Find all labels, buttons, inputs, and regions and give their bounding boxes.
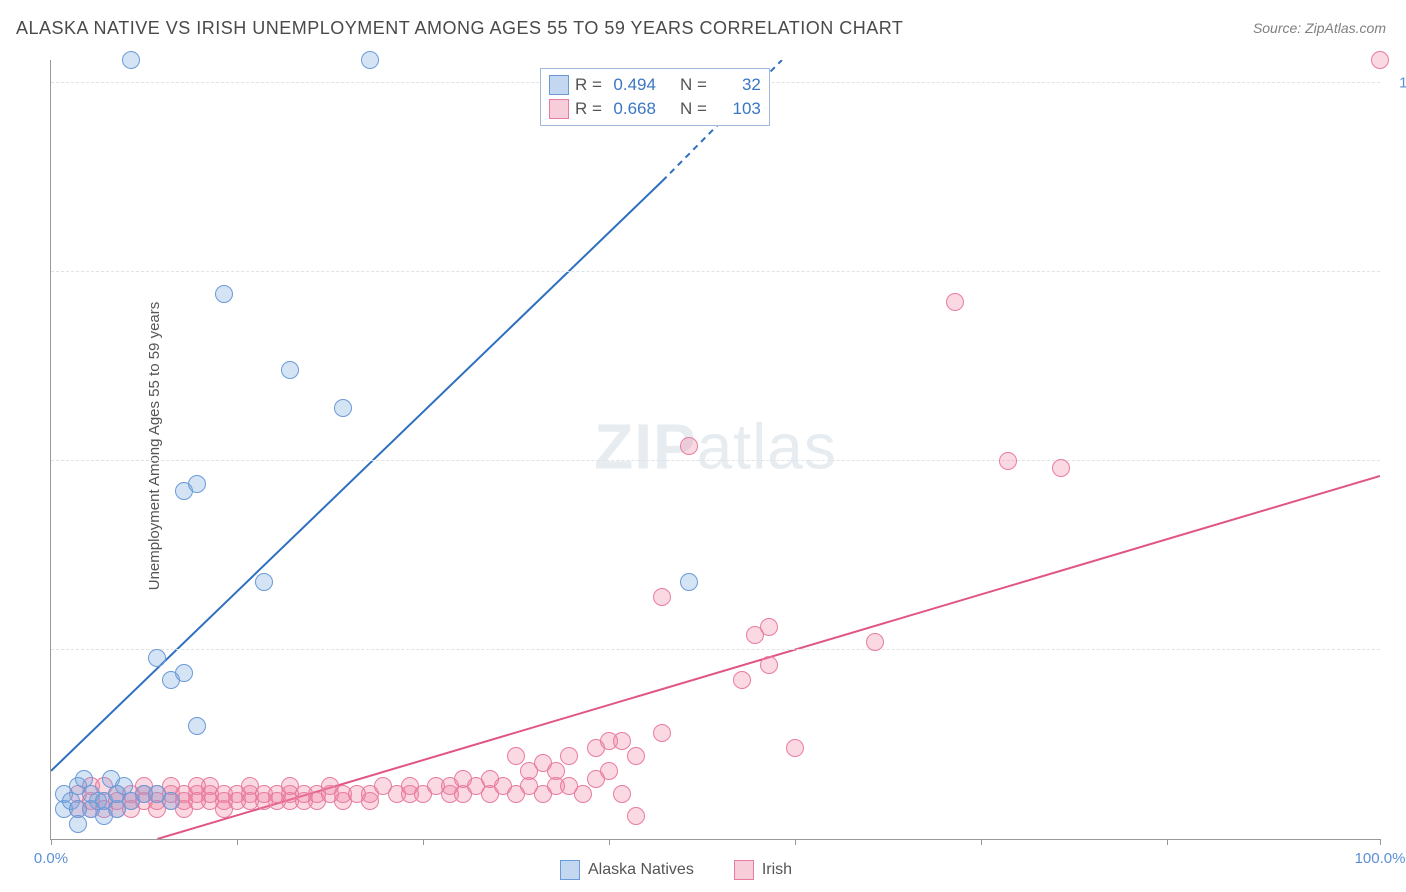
xtick [1380, 839, 1381, 845]
xtick [795, 839, 796, 845]
data-point-a [215, 285, 233, 303]
r-label: R = [575, 99, 602, 119]
xtick [981, 839, 982, 845]
n-value-a: 32 [713, 75, 761, 95]
data-point-a [175, 664, 193, 682]
data-point-b [1052, 459, 1070, 477]
data-point-b [653, 588, 671, 606]
data-point-a [148, 649, 166, 667]
legend-item-a: Alaska Natives [560, 860, 694, 880]
ytick-label: 50.0% [1390, 452, 1406, 469]
xtick [609, 839, 610, 845]
correlation-stat-box: R = 0.494 N = 32 R = 0.668 N = 103 [540, 68, 770, 126]
swatch-a [560, 860, 580, 880]
legend-label-a: Alaska Natives [588, 861, 694, 879]
data-point-b [760, 618, 778, 636]
r-value-a: 0.494 [608, 75, 656, 95]
data-point-b [627, 807, 645, 825]
data-point-b [866, 633, 884, 651]
gridline-h [51, 271, 1380, 272]
data-point-a [361, 51, 379, 69]
stat-row-series-b: R = 0.668 N = 103 [549, 97, 761, 121]
legend-item-b: Irish [734, 860, 792, 880]
data-point-b [999, 452, 1017, 470]
data-point-a [188, 475, 206, 493]
chart-title: ALASKA NATIVE VS IRISH UNEMPLOYMENT AMON… [16, 18, 903, 39]
data-point-a [162, 792, 180, 810]
chart-plot-area: ZIPatlas 25.0%50.0%75.0%100.0%0.0%100.0% [50, 60, 1380, 840]
data-point-b [653, 724, 671, 742]
data-point-a [188, 717, 206, 735]
data-point-b [760, 656, 778, 674]
regression-line [51, 181, 662, 771]
xtick [423, 839, 424, 845]
data-point-b [560, 747, 578, 765]
data-point-a [69, 815, 87, 833]
source-label: Source: ZipAtlas.com [1253, 20, 1386, 36]
data-point-a [281, 361, 299, 379]
data-point-a [122, 51, 140, 69]
gridline-h [51, 460, 1380, 461]
data-point-b [574, 785, 592, 803]
data-point-a [334, 399, 352, 417]
ytick-label: 100.0% [1390, 74, 1406, 91]
data-point-b [627, 747, 645, 765]
data-point-b [680, 437, 698, 455]
data-point-b [1371, 51, 1389, 69]
xtick-label: 0.0% [34, 850, 68, 867]
data-point-b [507, 747, 525, 765]
swatch-a [549, 75, 569, 95]
swatch-b [549, 99, 569, 119]
data-point-a [255, 573, 273, 591]
r-value-b: 0.668 [608, 99, 656, 119]
xtick [237, 839, 238, 845]
xtick [51, 839, 52, 845]
ytick-label: 75.0% [1390, 263, 1406, 280]
data-point-b [613, 732, 631, 750]
n-label: N = [680, 99, 707, 119]
data-point-b [786, 739, 804, 757]
data-point-b [733, 671, 751, 689]
n-value-b: 103 [713, 99, 761, 119]
regression-lines-svg [51, 60, 1380, 839]
legend-label-b: Irish [762, 861, 792, 879]
gridline-h [51, 649, 1380, 650]
stat-row-series-a: R = 0.494 N = 32 [549, 73, 761, 97]
watermark: ZIPatlas [594, 409, 837, 483]
bottom-legend: Alaska Natives Irish [560, 860, 792, 880]
r-label: R = [575, 75, 602, 95]
data-point-b [946, 293, 964, 311]
xtick [1167, 839, 1168, 845]
xtick-label: 100.0% [1355, 850, 1406, 867]
ytick-label: 25.0% [1390, 641, 1406, 658]
data-point-b [600, 762, 618, 780]
data-point-b [613, 785, 631, 803]
data-point-b [547, 762, 565, 780]
n-label: N = [680, 75, 707, 95]
swatch-b [734, 860, 754, 880]
data-point-a [680, 573, 698, 591]
